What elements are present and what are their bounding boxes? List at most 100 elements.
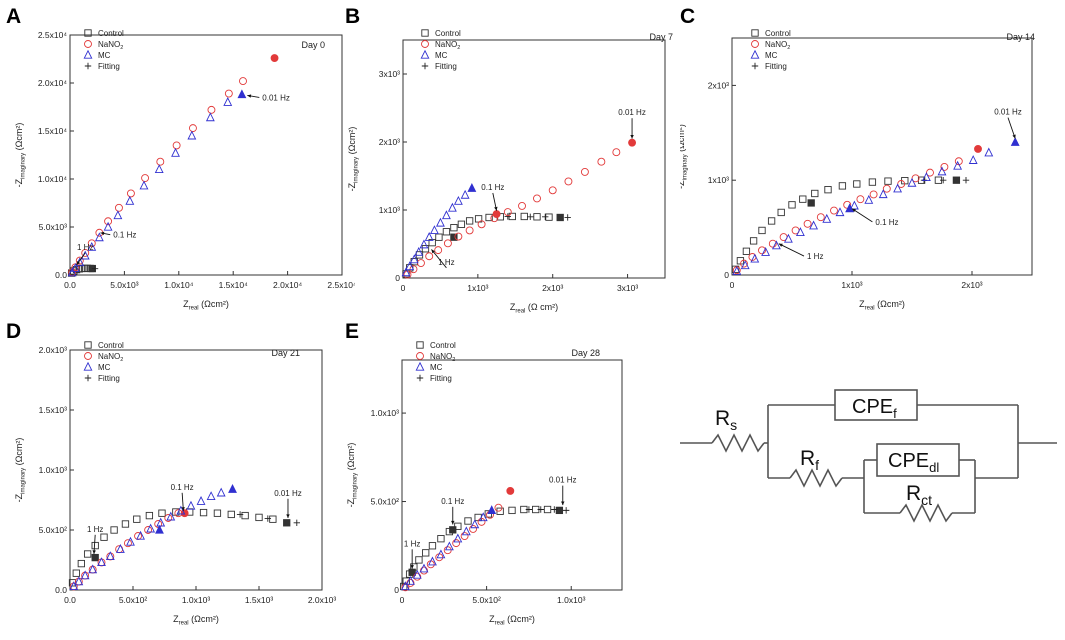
y-tick-label: 2.5x10⁴ [38, 30, 68, 40]
data-point-nano2 [465, 226, 474, 235]
annotation-arrowhead [494, 206, 498, 211]
data-point-nano2 [81, 248, 90, 257]
x-tick-label: 0.0 [64, 595, 76, 605]
chart-title: Day 28 [571, 348, 600, 358]
legend-marker [421, 29, 429, 37]
panel-letter-a: A [6, 5, 22, 28]
data-point-nano2 [452, 539, 461, 548]
y-tick-label: 5.0x10³ [39, 222, 68, 232]
eis-chart-day-14: 0 1x10³ 2x10³ 0 1x10³ 2x10³ Zreal (Ωcm²) -Zimag… [680, 29, 1035, 312]
fitting-point [527, 213, 534, 220]
data-point-control [415, 556, 423, 564]
data-point-control [83, 550, 92, 558]
x-tick-label: 2.5x10⁴ [327, 280, 355, 290]
data-point-nano2 [506, 486, 515, 495]
legend-marker [421, 62, 429, 70]
x-tick-label: 1x10³ [841, 280, 862, 290]
data-point-nano2 [882, 184, 891, 193]
annotation-arrow [778, 243, 805, 257]
data-point-nano2 [115, 203, 123, 212]
legend-label: MC [98, 363, 111, 372]
data-point-control [255, 513, 263, 522]
data-point-mc [430, 225, 439, 235]
legend-label: MC [765, 51, 778, 60]
legend-marker [84, 374, 92, 382]
chart-title: Day 21 [271, 348, 300, 358]
legend-marker [750, 49, 760, 59]
data-point-mc [771, 240, 781, 250]
rct-resistor [899, 503, 953, 523]
legend-marker [751, 40, 759, 48]
legend-label: MC [430, 363, 443, 372]
data-point-nano2 [434, 246, 443, 255]
data-point-mc [412, 569, 422, 579]
annotation-arrowhead [778, 243, 783, 247]
data-point-mc [171, 147, 180, 157]
chart-title: Day 7 [649, 32, 673, 42]
data-point-nano2 [503, 208, 512, 216]
y-tick-label: 0.0 [55, 270, 67, 280]
y-tick-label: 1.0x10³ [371, 408, 400, 418]
data-point-mc [166, 511, 176, 521]
y-tick-label: 2x10³ [379, 137, 400, 147]
data-point-control [449, 526, 457, 534]
fitting-point [264, 515, 272, 522]
y-axis-label: -Zimaginary (Ωcm²) [14, 438, 27, 503]
data-point-nano2 [856, 195, 865, 204]
data-point-mc [71, 263, 80, 272]
data-point-nano2 [492, 210, 501, 219]
data-point-nano2 [425, 252, 434, 261]
fitting-point [525, 506, 533, 513]
data-point-control [283, 519, 291, 527]
data-point-control [435, 233, 443, 241]
data-point-control [749, 237, 758, 245]
x-tick-label: 1.0x10³ [557, 595, 586, 605]
data-point-control [508, 506, 516, 515]
data-point-nano2 [869, 190, 878, 199]
data-point-mc [921, 172, 931, 182]
fitting-point [940, 177, 947, 184]
data-point-nano2 [435, 553, 444, 562]
data-point-mc [126, 536, 135, 546]
panel-e: E 0 5.0x10² 1.0x10³ 0 5.0x10² 1.0x10³ Zreal (Ω… [345, 318, 645, 640]
data-point-mc [155, 524, 164, 534]
data-point-control [758, 226, 766, 235]
data-point-nano2 [768, 239, 777, 248]
fitting-point [91, 265, 99, 272]
data-point-control [450, 224, 458, 232]
data-point-mc [783, 233, 793, 243]
data-point-mc [409, 254, 419, 264]
data-point-nano2 [75, 256, 84, 265]
rs-label: Rs [715, 407, 737, 433]
legend-label: NaNO2 [430, 352, 455, 363]
eis-chart-day-28: 0 5.0x10² 1.0x10³ 0 5.0x10² 1.0x10³ Zreal (Ωcm… [346, 341, 623, 627]
x-tick-label: 5.0x10³ [110, 280, 139, 290]
data-point-nano2 [612, 148, 621, 157]
legend-label: Fitting [98, 62, 120, 71]
legend-marker [83, 49, 93, 59]
data-point-nano2 [172, 141, 181, 150]
data-point-control [543, 505, 552, 514]
data-point-nano2 [126, 189, 135, 198]
eis-chart-day-21: 0.0 5.0x10² 1.0x10³ 1.5x10³ 2.0x10³ 0.0 5.0x10… [14, 341, 336, 627]
x-axis-label: Zreal (Ωcm²) [173, 614, 219, 627]
annotation-arrowhead [100, 231, 105, 236]
frequency-annotation: 1 Hz [87, 525, 103, 534]
data-point-mc [146, 523, 156, 533]
data-point-mc [136, 530, 145, 540]
data-point-mc [87, 241, 97, 251]
legend-marker [416, 341, 424, 349]
legend-label: MC [98, 51, 111, 60]
frequency-annotation: 1 Hz [404, 539, 420, 548]
annotation-arrowhead [1012, 134, 1016, 139]
data-point-nano2 [454, 232, 463, 241]
data-point-mc [206, 491, 216, 501]
eis-chart-day-7: 0 1x10³ 2x10³ 3x10³ 0 1x10³ 2x10³ 3x10³ Zreal (Ω… [347, 29, 673, 315]
frequency-annotation: 0.01 Hz [994, 108, 1022, 117]
data-point-mc [97, 557, 106, 567]
data-point-mc [453, 195, 463, 205]
plot-frame [731, 37, 1033, 276]
panel-letter-c: C [680, 5, 696, 28]
legend-marker [751, 29, 759, 37]
legend-marker [421, 40, 429, 48]
